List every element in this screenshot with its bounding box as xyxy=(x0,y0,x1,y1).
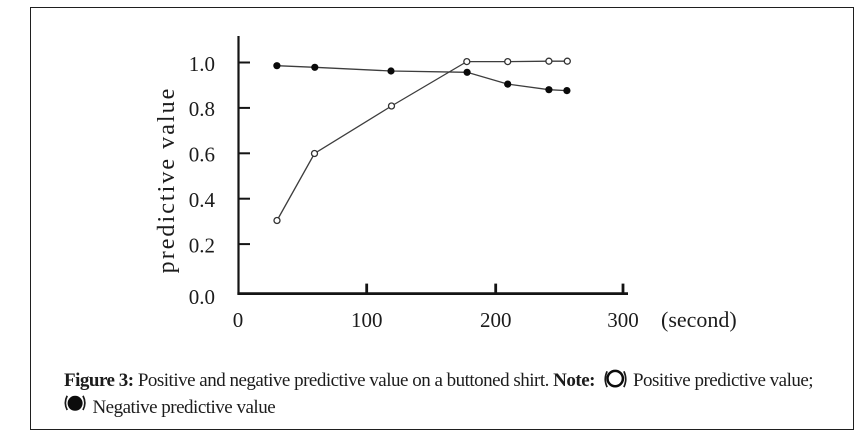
svg-text:1.0: 1.0 xyxy=(189,52,215,76)
svg-text:300: 300 xyxy=(607,308,639,332)
svg-text:200: 200 xyxy=(480,308,512,332)
svg-text:0.2: 0.2 xyxy=(189,234,215,258)
svg-text:0.4: 0.4 xyxy=(189,188,216,212)
svg-text:0.0: 0.0 xyxy=(189,285,215,309)
svg-text:predictive value: predictive value xyxy=(154,87,180,274)
svg-text:0: 0 xyxy=(233,308,244,332)
svg-text:0.8: 0.8 xyxy=(189,97,215,121)
svg-text:0.6: 0.6 xyxy=(189,143,215,167)
svg-text:(second): (second) xyxy=(661,307,737,332)
svg-text:100: 100 xyxy=(351,308,383,332)
